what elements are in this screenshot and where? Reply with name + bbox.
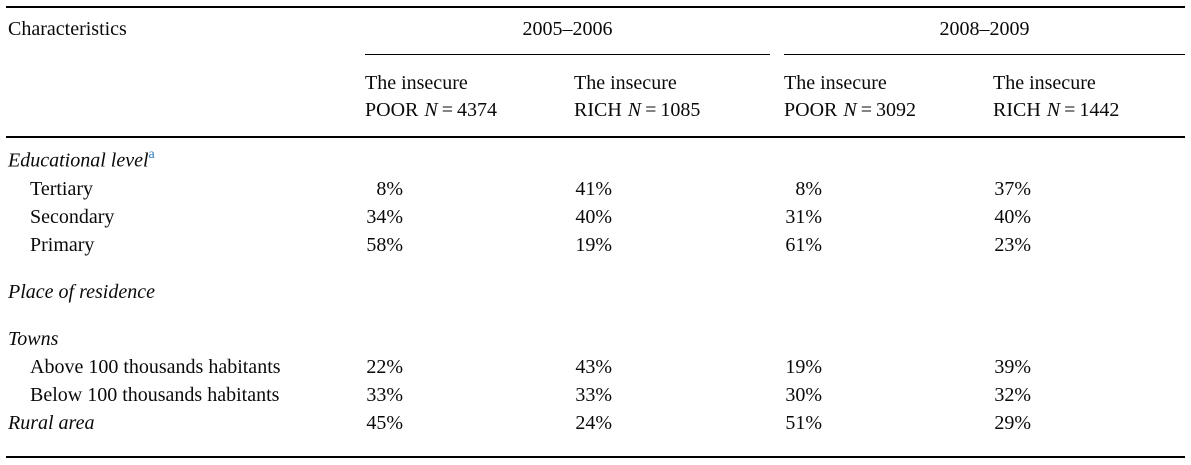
table-row-educational-level: Educational levela (8, 142, 1185, 175)
header-bottom-rule (6, 136, 1185, 138)
column-kind: RICH (993, 99, 1041, 121)
table-row-secondary: Secondary 34% 40% 31% 40% (8, 203, 1185, 231)
spanner-rules (8, 47, 1185, 61)
cell-value: 22% (366, 355, 403, 378)
row-label-text: Educational level (8, 149, 149, 172)
cell-value: 23% (994, 233, 1031, 256)
row-label: Rural area (8, 411, 95, 434)
year-group-2008-2009: 2008–2009 (939, 18, 1030, 40)
table-row-above-100-thousands: Above 100 thousands habitants 22% 43% 19… (8, 353, 1185, 381)
row-label: Towns (8, 327, 59, 350)
row-label: Primary (30, 233, 95, 256)
cell-value: 43% (575, 355, 612, 378)
cell-value: 32% (994, 383, 1031, 406)
n-value: 3092 (875, 99, 916, 121)
n-symbol: N (1046, 99, 1061, 121)
cell-value: 40% (994, 205, 1031, 228)
table-row-tertiary: Tertiary 8% 41% 8% 37% (8, 175, 1185, 203)
cell-value: 8% (795, 177, 822, 200)
cell-value: 45% (366, 411, 403, 434)
table-row-primary: Primary 58% 19% 61% 23% (8, 231, 1185, 259)
cell-value: 37% (994, 177, 1031, 200)
table-row-towns: Towns (8, 325, 1185, 353)
column-kind: RICH (574, 99, 622, 121)
column-header-rich-2008: The insecure RICH N = 1442 (993, 61, 1185, 124)
column-header-line1: The insecure (784, 72, 887, 94)
row-label: Educational levela (8, 142, 365, 175)
cell-value: 33% (366, 383, 403, 406)
row-label: Secondary (30, 205, 115, 228)
table-body: Educational levela Tertiary 8% 41% 8% 37… (8, 142, 1185, 437)
cell-value: 8% (376, 177, 403, 200)
row-label: Place of residence (8, 280, 155, 303)
column-header-line1: The insecure (365, 72, 468, 94)
cell-value: 30% (785, 383, 822, 406)
equals-sign: = (860, 99, 872, 121)
cell-value: 19% (575, 233, 612, 256)
equals-sign: = (645, 99, 657, 121)
cell-value: 40% (575, 205, 612, 228)
column-header-line1: The insecure (993, 72, 1096, 94)
row-label: Below 100 thousands habitants (30, 383, 280, 406)
row-label: Above 100 thousands habitants (30, 355, 281, 378)
table-bottom-rule (6, 456, 1185, 458)
cell-value: 61% (785, 233, 822, 256)
n-value: 1085 (660, 99, 701, 121)
table-top-rule (6, 6, 1185, 8)
column-header-poor-2008: The insecure POOR N = 3092 (784, 61, 993, 124)
table-header: Characteristics 2005–2006 2008–2009 The … (8, 16, 1185, 124)
cell-value: 29% (994, 411, 1031, 434)
column-kind: POOR (784, 99, 838, 121)
row-label: Tertiary (30, 177, 94, 200)
column-kind: POOR (365, 99, 419, 121)
n-symbol: N (627, 99, 642, 121)
column-header-rich-2005: The insecure RICH N = 1085 (574, 61, 784, 124)
cell-value: 39% (994, 355, 1031, 378)
spanner-rule-2005-2006 (365, 47, 770, 55)
cell-value: 24% (575, 411, 612, 434)
table-row-place-of-residence: Place of residence (8, 278, 1185, 306)
n-symbol: N (424, 99, 438, 121)
cell-value: 31% (785, 205, 822, 228)
year-group-2005-2006: 2005–2006 (522, 18, 613, 40)
n-value: 4374 (456, 99, 497, 121)
equals-sign: = (1064, 99, 1076, 121)
n-value: 1442 (1079, 99, 1120, 121)
column-header-line1: The insecure (574, 72, 677, 94)
equals-sign: = (441, 99, 453, 121)
table-row-rural-area: Rural area 45% 24% 51% 29% (8, 409, 1185, 437)
cell-value: 19% (785, 355, 822, 378)
n-symbol: N (843, 99, 857, 121)
footnote-marker-a: a (148, 147, 155, 162)
cell-value: 58% (366, 233, 403, 256)
cell-value: 51% (785, 411, 822, 434)
characteristics-header: Characteristics (8, 18, 127, 40)
cell-value: 34% (366, 205, 403, 228)
column-header-poor-2005: The insecure POOR N = 4374 (365, 61, 574, 124)
cell-value: 33% (575, 383, 612, 406)
spanner-rule-2008-2009 (784, 47, 1185, 55)
table-row-below-100-thousands: Below 100 thousands habitants 33% 33% 30… (8, 381, 1185, 409)
cell-value: 41% (575, 177, 612, 200)
